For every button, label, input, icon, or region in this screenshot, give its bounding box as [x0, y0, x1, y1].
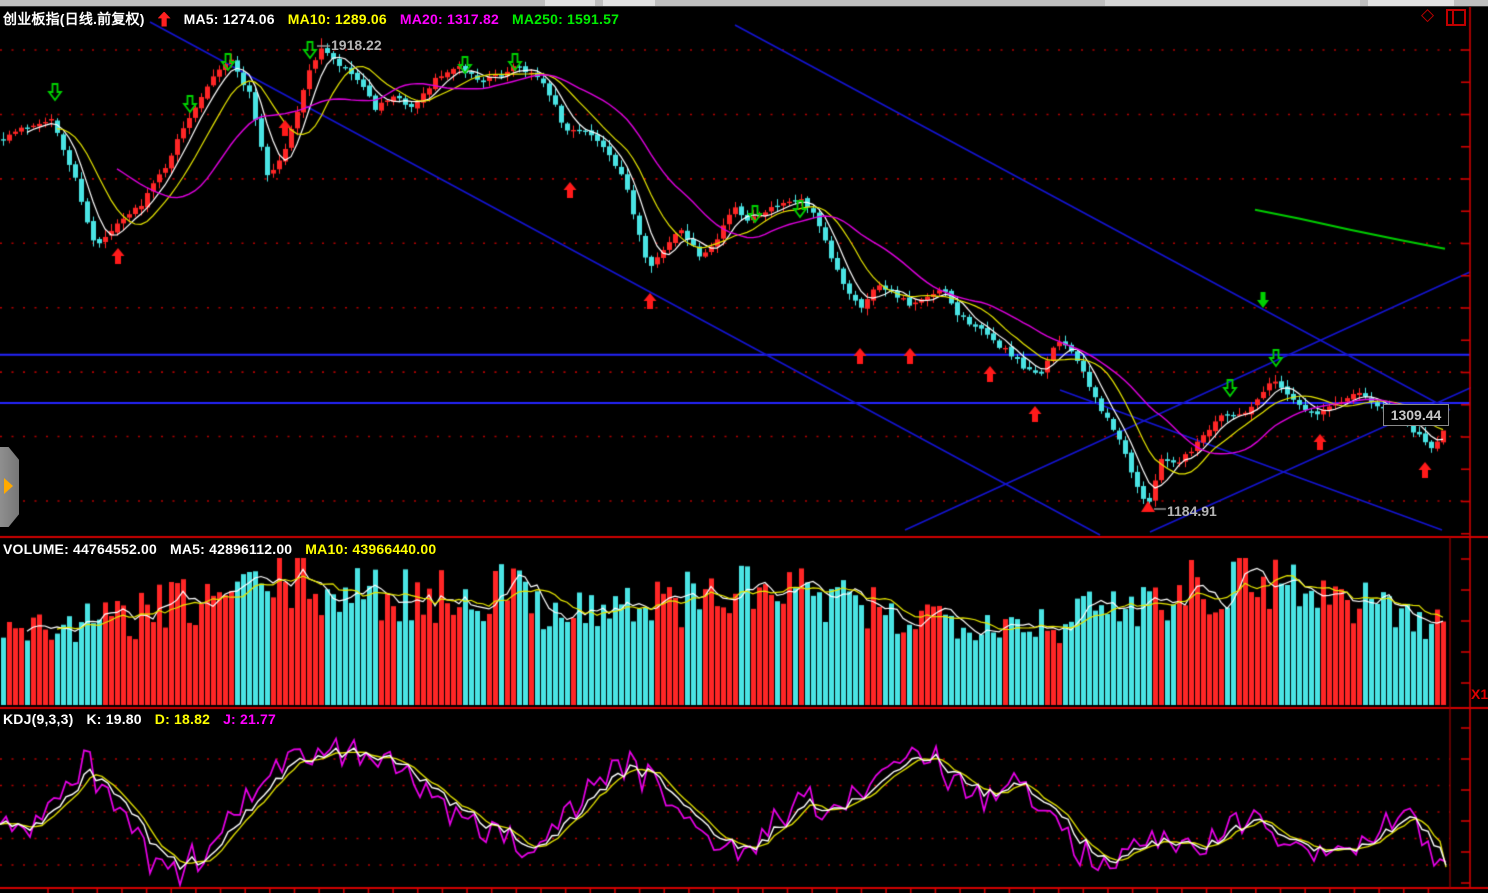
kdj-d-value: D: 18.82 [154, 711, 211, 727]
volume-value: VOLUME: 44764552.00 [3, 541, 157, 557]
ma20-value: MA20: 1317.82 [399, 11, 499, 27]
window-top-strip [0, 0, 1488, 7]
sidebar-flyout-handle[interactable] [0, 447, 19, 527]
top-strip-segment [1105, 0, 1360, 6]
ma5-value: MA5: 1274.06 [183, 11, 275, 27]
kdj-panel-header: KDJ(9,3,3) K: 19.80 D: 18.82 J: 21.77 [3, 711, 276, 727]
volume-ma10-value: MA10: 43966440.00 [305, 541, 437, 557]
top-strip-segment [545, 0, 595, 6]
top-strip-segment [1368, 0, 1454, 6]
top-strip-segment [603, 0, 655, 6]
kdj-name: KDJ(9,3,3) [3, 711, 74, 727]
up-arrow-icon [157, 11, 171, 27]
split-window-divider [1452, 11, 1454, 24]
last-price-label: 1309.44 [1383, 404, 1449, 426]
volume-panel-header: VOLUME: 44764552.00 MA5: 42896112.00 MA1… [3, 541, 436, 557]
price-panel-header: 创业板指(日线.前复权) MA5: 1274.06 MA10: 1289.06 … [3, 9, 619, 29]
volume-unit-label: X1 [1471, 686, 1488, 702]
kdj-k-value: K: 19.80 [86, 711, 142, 727]
ma250-value: MA250: 1591.57 [511, 11, 620, 27]
split-window-icon[interactable] [1446, 9, 1466, 26]
diamond-icon[interactable]: ◇ [1421, 5, 1435, 24]
ma10-value: MA10: 1289.06 [287, 11, 387, 27]
expand-right-icon [4, 478, 13, 494]
kdj-j-value: J: 21.77 [223, 711, 277, 727]
low-price-annotation: 1184.91 [1167, 503, 1217, 519]
volume-ma5-value: MA5: 42896112.00 [170, 541, 293, 557]
instrument-title: 创业板指(日线.前复权) [3, 11, 145, 27]
high-price-annotation: 1918.22 [331, 37, 382, 53]
